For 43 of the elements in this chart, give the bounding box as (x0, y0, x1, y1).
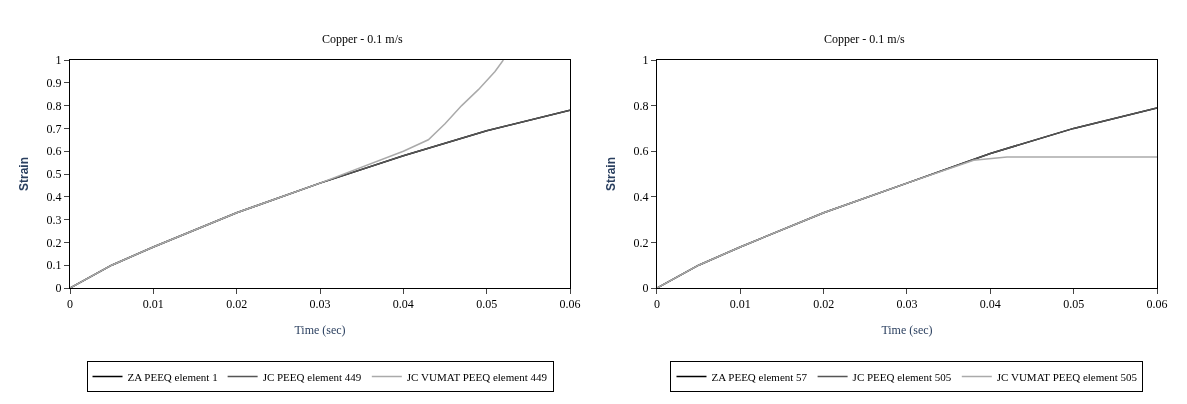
legend-label: JC VUMAT PEEQ element 449 (406, 370, 548, 383)
y-axis-title: Strain (603, 156, 618, 192)
y-tick-label: 0 (642, 281, 649, 296)
x-tick-label: 0.04 (392, 297, 414, 312)
x-tick-label: 0.05 (1063, 297, 1085, 312)
chart-title: Copper - 0.1 m/s (824, 32, 905, 46)
y-tick-label: 0.8 (46, 98, 62, 113)
x-tick-label: 0.04 (979, 297, 1001, 312)
y-tick-label: 0.5 (46, 167, 62, 182)
y-tick-label: 0.1 (46, 258, 62, 273)
y-tick-label: 0.9 (46, 76, 62, 90)
x-tick-label: 0.06 (559, 297, 581, 312)
x-tick-label: 0 (653, 297, 660, 312)
y-tick-label: 0.7 (46, 121, 62, 136)
x-tick-label: 0.06 (1146, 297, 1168, 312)
legend-label: ZA PEEQ element 1 (127, 370, 218, 383)
legend-label: JC PEEQ element 449 (262, 370, 362, 383)
y-tick-label: 0 (55, 281, 62, 296)
x-tick-label: 0 (67, 297, 73, 312)
x-tick-label: 0.01 (729, 297, 751, 312)
y-tick-label: 0.2 (633, 235, 649, 250)
x-tick-label: 0.02 (226, 297, 248, 312)
x-axis-title: Time (sec) (881, 323, 933, 338)
x-tick-label: 0.03 (896, 297, 918, 312)
x-tick-label: 0.01 (142, 297, 164, 312)
legend-label: ZA PEEQ element 57 (711, 370, 808, 383)
y-tick-label: 0.4 (633, 190, 649, 204)
y-axis-title: Strain (16, 156, 31, 192)
x-tick-label: 0.02 (813, 297, 835, 312)
legend-label: JC VUMAT PEEQ element 505 (996, 370, 1138, 383)
y-tick-label: 0.8 (633, 98, 649, 113)
y-tick-label: 1 (642, 53, 649, 68)
x-tick-label: 0.05 (476, 297, 498, 312)
chart-title: Copper - 0.1 m/s (322, 32, 403, 46)
x-axis-title: Time (sec) (294, 323, 346, 338)
y-tick-label: 1 (55, 53, 62, 68)
y-tick-label: 0.4 (46, 190, 62, 204)
y-tick-label: 0.2 (46, 235, 62, 250)
legend-label: JC PEEQ element 505 (852, 370, 952, 383)
y-tick-label: 0.6 (46, 144, 62, 159)
y-tick-label: 0.3 (46, 212, 62, 227)
x-tick-label: 0.03 (309, 297, 331, 312)
y-tick-label: 0.6 (633, 144, 649, 159)
